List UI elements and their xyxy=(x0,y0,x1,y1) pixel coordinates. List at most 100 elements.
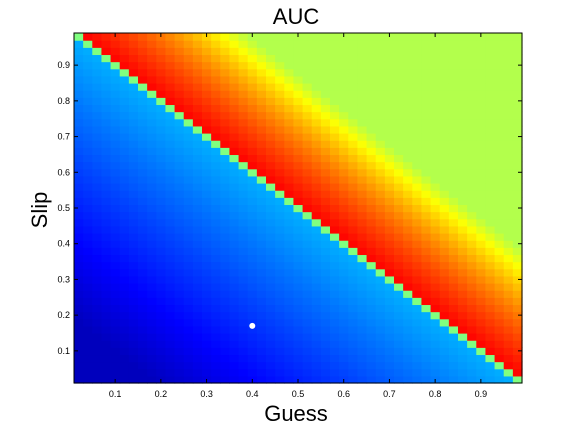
heatmap-cell xyxy=(403,111,413,120)
heatmap-cell xyxy=(439,233,450,241)
heatmap-cell xyxy=(302,218,313,227)
heatmap-cell xyxy=(174,247,185,256)
heatmap-cell xyxy=(211,333,221,341)
heatmap-cell xyxy=(128,318,139,327)
heatmap-cell xyxy=(512,40,523,48)
heatmap-cell xyxy=(494,247,505,256)
heatmap-cell xyxy=(302,211,313,220)
heatmap-cell xyxy=(192,204,203,213)
heatmap-cell xyxy=(467,140,477,148)
heatmap-cell xyxy=(412,254,423,263)
heatmap-cell xyxy=(394,318,404,327)
heatmap-cell xyxy=(476,225,487,234)
heatmap-cell xyxy=(74,240,84,248)
heatmap-cell xyxy=(448,368,459,377)
heatmap-cell xyxy=(174,90,185,98)
heatmap-cell xyxy=(485,147,496,156)
heatmap-cell xyxy=(476,154,487,163)
heatmap-cell xyxy=(128,147,139,156)
heatmap-cell xyxy=(92,33,103,41)
heatmap-cell xyxy=(174,318,185,327)
heatmap-cell xyxy=(128,140,139,148)
heatmap-cell xyxy=(147,154,157,163)
heatmap-cell xyxy=(330,375,340,384)
heatmap-cell xyxy=(439,347,450,356)
heatmap-cell xyxy=(238,161,249,170)
heatmap-cell xyxy=(275,247,285,256)
heatmap-cell xyxy=(512,90,523,98)
heatmap-cell xyxy=(275,233,285,241)
heatmap-cell xyxy=(229,311,240,320)
heatmap-cell xyxy=(384,125,395,134)
heatmap-cell xyxy=(247,268,258,277)
heatmap-cell xyxy=(330,168,340,177)
heatmap-cell xyxy=(412,368,423,377)
heatmap-cell xyxy=(384,261,395,270)
heatmap-cell xyxy=(229,161,240,170)
heatmap-cell xyxy=(220,154,231,163)
heatmap-cell xyxy=(220,340,231,348)
heatmap-cell xyxy=(366,361,377,370)
heatmap-cell xyxy=(138,183,148,191)
heatmap-cell xyxy=(92,125,103,134)
heatmap-cell xyxy=(229,268,240,277)
heatmap-cell xyxy=(357,104,368,113)
heatmap-cell xyxy=(384,183,395,191)
heatmap-cell xyxy=(339,111,349,120)
heatmap-cell xyxy=(448,133,459,141)
heatmap-cell xyxy=(330,218,340,227)
heatmap-cell xyxy=(403,368,413,377)
heatmap-cell xyxy=(202,75,212,84)
heatmap-cell xyxy=(494,347,505,356)
heatmap-cell xyxy=(348,261,359,270)
heatmap-cell xyxy=(302,240,313,248)
heatmap-cell xyxy=(229,175,240,184)
heatmap-cell xyxy=(311,33,322,41)
heatmap-cell xyxy=(110,133,121,141)
heatmap-cell xyxy=(284,183,295,191)
heatmap-cell xyxy=(430,175,441,184)
heatmap-cell xyxy=(375,133,386,141)
heatmap-cell xyxy=(494,90,505,98)
heatmap-cell xyxy=(394,140,404,148)
heatmap-cell xyxy=(512,225,523,234)
heatmap-cell xyxy=(485,68,496,77)
y-tick-label: 0.5 xyxy=(57,203,70,213)
heatmap-cell xyxy=(384,333,395,341)
heatmap-cell xyxy=(375,375,386,384)
heatmap-cell xyxy=(128,347,139,356)
heatmap-cell xyxy=(394,254,404,263)
heatmap-cell xyxy=(421,190,432,198)
heatmap-cell xyxy=(412,161,423,170)
heatmap-cell xyxy=(275,140,285,148)
heatmap-cell xyxy=(485,268,496,277)
heatmap-cell xyxy=(512,47,523,56)
heatmap-cell xyxy=(238,354,249,363)
heatmap-cell xyxy=(275,33,285,41)
heatmap-cell xyxy=(110,147,121,156)
heatmap-cell xyxy=(83,375,93,384)
heatmap-cell xyxy=(202,47,212,56)
heatmap-cell xyxy=(403,318,413,327)
heatmap-cell xyxy=(92,104,103,113)
heatmap-cell xyxy=(339,204,349,213)
heatmap-cell xyxy=(119,354,130,363)
heatmap-cell xyxy=(266,283,276,291)
heatmap-cell xyxy=(211,204,221,213)
heatmap-cell xyxy=(412,154,423,163)
heatmap-cell xyxy=(156,218,167,227)
heatmap-cell xyxy=(348,347,359,356)
heatmap-cell xyxy=(211,104,221,113)
heatmap-cell xyxy=(403,311,413,320)
heatmap-cell xyxy=(311,233,322,241)
heatmap-cell xyxy=(202,333,212,341)
heatmap-cell xyxy=(83,133,93,141)
heatmap-cell xyxy=(311,154,322,163)
heatmap-cell xyxy=(439,318,450,327)
heatmap-cell xyxy=(357,175,368,184)
heatmap-cell xyxy=(503,83,514,91)
heatmap-cell xyxy=(110,104,121,113)
heatmap-cell xyxy=(403,340,413,348)
heatmap-cell xyxy=(183,47,194,56)
heatmap-cell xyxy=(110,54,121,63)
